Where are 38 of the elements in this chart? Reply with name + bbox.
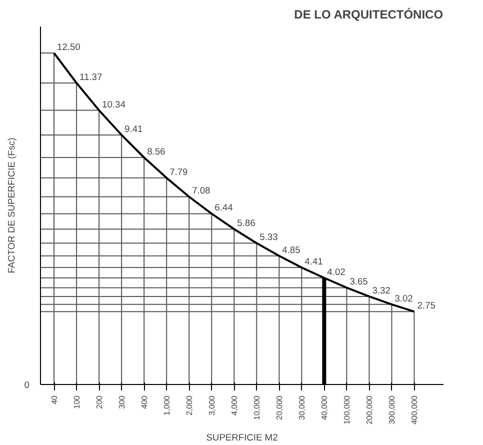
x-tick-label: 400,000 (410, 394, 420, 424)
data-label: 3.02 (394, 293, 413, 304)
x-tick-label: 100 (72, 394, 82, 409)
data-label: 4.41 (304, 256, 323, 267)
data-label: 5.33 (260, 232, 278, 242)
data-label: 11.37 (80, 72, 102, 82)
x-tick-label: 1,000 (162, 394, 172, 416)
x-tick-label: 4,000 (230, 394, 240, 416)
data-label: 4.02 (327, 266, 346, 277)
x-tick-label: 40 (50, 394, 60, 404)
data-label: 6.44 (214, 202, 233, 213)
x-tick-label: 2,000 (185, 394, 194, 416)
data-label: 7.79 (170, 166, 188, 177)
x-tick-label: 400 (140, 394, 150, 409)
data-label: 5.86 (237, 218, 256, 228)
x-tick-label: 200 (95, 394, 104, 409)
x-tick-label: 300,000 (388, 394, 397, 424)
data-label: 10.34 (102, 99, 126, 110)
data-label: 8.56 (147, 146, 166, 156)
x-axis-title: SUPERFICIE M2 (206, 432, 278, 442)
x-tick-label: 300 (118, 394, 127, 409)
data-label: 4.85 (282, 244, 300, 255)
x-tick-label: 3,000 (208, 394, 217, 416)
x-tick-label: 200,000 (365, 394, 374, 424)
y-axis-title: FACTOR DE SUPERFICIE (Fsc) (6, 138, 16, 274)
data-label: 9.41 (124, 124, 143, 134)
x-tick-label: 10,000 (252, 394, 262, 420)
x-tick-label: 20,000 (275, 394, 284, 420)
x-tick-label: 30,000 (298, 394, 307, 420)
data-label: 7.08 (192, 186, 210, 196)
chart-title: DE LO ARQUITECTÓNICO (294, 8, 444, 22)
text: 0 (24, 380, 30, 390)
data-label: 3.65 (350, 276, 368, 287)
x-tick-label: 40,000 (320, 394, 330, 420)
x-tick-label: 100,000 (342, 394, 352, 424)
data-label: 2.75 (417, 300, 436, 311)
data-label: 3.32 (372, 285, 390, 296)
data-label: 12.50 (57, 42, 80, 52)
